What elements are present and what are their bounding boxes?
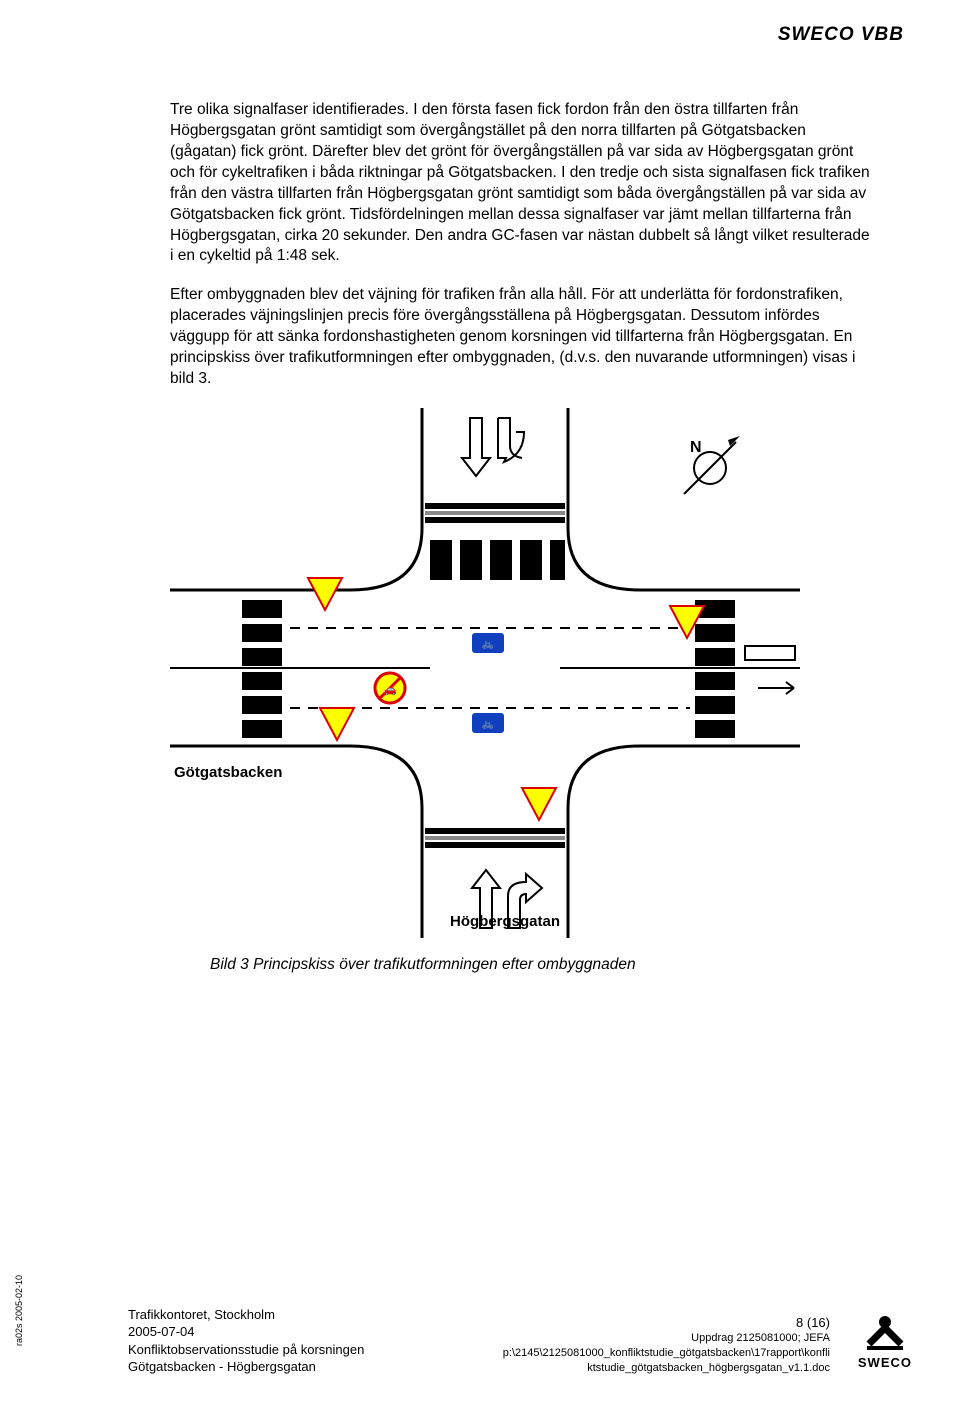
paragraph-1: Tre olika signalfaser identifierades. I … (170, 100, 870, 267)
svg-text:🚗: 🚗 (383, 684, 397, 696)
main-content: Tre olika signalfaser identifierades. I … (170, 100, 870, 974)
footer-study: Konfliktobservationsstudie på korsningen (128, 1341, 364, 1359)
side-code: ra02s 2005-02-10 (14, 1275, 24, 1346)
paragraph-2: Efter ombyggnaden blev det väjning för t… (170, 285, 870, 390)
footer-path2: ktstudie_götgatsbacken_högbergsgatan_v1.… (503, 1361, 830, 1376)
footer-date: 2005-07-04 (128, 1323, 364, 1341)
footer-org: Trafikkontoret, Stockholm (128, 1306, 364, 1324)
header-brand: SWECO VBB (778, 24, 904, 46)
page-number: 8 (16) (503, 1314, 830, 1332)
sweco-logo-text: SWECO (858, 1355, 912, 1370)
footer-assignment: Uppdrag 2125081000; JEFA (503, 1331, 830, 1346)
sweco-logo-icon (865, 1314, 905, 1350)
footer-right: 8 (16) Uppdrag 2125081000; JEFA p:\2145\… (503, 1314, 830, 1376)
label-hogbergsgatan: Högbergsgatan (450, 913, 560, 930)
figure-caption: Bild 3 Principskiss över trafikutformnin… (210, 956, 870, 974)
svg-text:🚲: 🚲 (482, 639, 494, 650)
footer-path1: p:\2145\2125081000_konfliktstudie_götgat… (503, 1346, 830, 1361)
figure-diagram: 🚲 🚲 🚗 (170, 408, 800, 938)
footer-location: Götgatsbacken - Högbergsgatan (128, 1358, 364, 1376)
svg-text:🚲: 🚲 (482, 719, 494, 730)
compass-n: N (690, 439, 702, 456)
footer-logo: SWECO (858, 1314, 912, 1370)
intersection-svg: 🚲 🚲 🚗 (170, 408, 800, 938)
label-gotgatsbacken: Götgatsbacken (174, 764, 282, 781)
footer-left: Trafikkontoret, Stockholm 2005-07-04 Kon… (128, 1306, 364, 1376)
